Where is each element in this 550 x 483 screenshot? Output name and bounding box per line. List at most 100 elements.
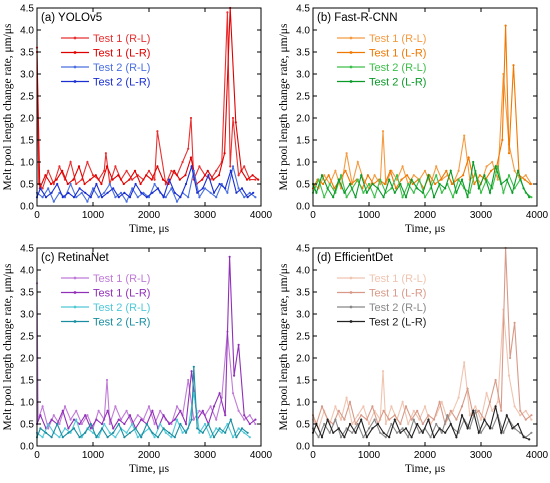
data-point <box>410 418 413 421</box>
data-point <box>254 422 257 426</box>
data-point <box>343 191 346 194</box>
data-point <box>201 431 204 434</box>
data-point <box>243 165 246 168</box>
data-point <box>440 431 443 434</box>
data-point <box>371 182 374 186</box>
data-point <box>39 187 42 190</box>
data-point <box>457 178 460 181</box>
data-point <box>523 178 526 181</box>
data-point <box>507 174 511 177</box>
data-point <box>519 431 522 434</box>
data-point <box>184 431 188 434</box>
x-tick-label: 3000 <box>470 210 493 221</box>
data-point <box>455 191 458 194</box>
data-point <box>382 431 385 434</box>
data-point <box>192 418 195 421</box>
data-point <box>388 436 391 439</box>
data-point <box>491 160 494 164</box>
data-point <box>114 196 117 199</box>
legend-marker <box>73 51 77 54</box>
series-line-3 <box>36 166 256 203</box>
data-point <box>406 174 409 177</box>
data-point <box>114 436 117 439</box>
data-point <box>145 422 148 426</box>
data-point <box>95 418 98 421</box>
data-point <box>114 405 117 408</box>
y-tick-label: 2.5 <box>20 332 34 343</box>
data-point <box>485 392 488 395</box>
legend-marker <box>349 320 353 323</box>
y-tick-label: 4.5 <box>296 244 310 255</box>
data-point <box>47 427 50 430</box>
data-point <box>44 431 48 434</box>
data-point <box>423 196 427 199</box>
data-point <box>248 178 251 181</box>
data-point <box>229 169 232 172</box>
data-point <box>220 182 223 186</box>
data-point <box>348 422 352 426</box>
data-point <box>427 414 430 417</box>
data-point <box>434 182 437 186</box>
y-tick-label: 0.0 <box>20 202 34 213</box>
data-point <box>376 187 380 190</box>
data-point <box>198 196 201 199</box>
data-point <box>468 414 471 417</box>
data-point <box>215 418 218 421</box>
data-point <box>147 169 151 172</box>
data-point <box>351 422 354 426</box>
y-tick-label: 0.0 <box>296 442 310 453</box>
y-tick-label: 4.5 <box>20 4 34 15</box>
data-point <box>119 418 123 421</box>
data-point <box>67 191 70 194</box>
legend: Test 1 (R-L) Test 1 (L-R) Test 2 (R-L) Test… <box>61 273 150 329</box>
data-point <box>323 196 326 199</box>
data-point <box>410 178 413 181</box>
legend-marker <box>349 36 353 40</box>
data-point <box>339 436 343 439</box>
data-point <box>530 414 533 417</box>
data-point <box>407 436 410 439</box>
data-point <box>159 409 162 412</box>
data-point <box>513 427 516 430</box>
data-point <box>224 187 227 190</box>
data-point <box>170 436 173 439</box>
data-point <box>449 169 452 172</box>
data-point <box>125 409 128 412</box>
data-point <box>320 405 324 408</box>
data-point <box>463 361 466 364</box>
legend-label: Test 2 (L-R) <box>369 317 426 329</box>
data-point <box>123 422 126 426</box>
data-point <box>106 409 109 412</box>
data-point <box>360 174 363 177</box>
data-point <box>114 165 117 168</box>
y-tick-label: 1.0 <box>296 398 310 409</box>
data-point <box>75 182 78 186</box>
data-point <box>184 182 188 186</box>
data-point <box>257 178 260 181</box>
data-point <box>201 409 204 412</box>
data-point <box>373 196 376 199</box>
data-point <box>181 160 184 164</box>
data-point <box>373 174 376 177</box>
data-point <box>337 178 340 181</box>
data-point <box>215 427 218 430</box>
x-axis-label: Time, μs <box>405 463 446 475</box>
data-point <box>181 431 184 434</box>
data-point <box>477 431 480 434</box>
data-point <box>348 182 352 186</box>
data-point <box>164 182 167 186</box>
data-point <box>522 436 525 439</box>
data-point <box>445 169 448 172</box>
data-point <box>189 116 193 120</box>
data-point <box>504 24 507 27</box>
data-point <box>86 200 89 203</box>
x-tick-label: 4000 <box>250 210 273 221</box>
data-point <box>69 182 72 186</box>
data-point <box>89 427 92 430</box>
y-tick-label: 2.0 <box>296 114 310 125</box>
data-point <box>111 178 114 181</box>
data-point <box>343 418 346 421</box>
data-point <box>394 187 397 190</box>
data-point <box>61 169 64 172</box>
